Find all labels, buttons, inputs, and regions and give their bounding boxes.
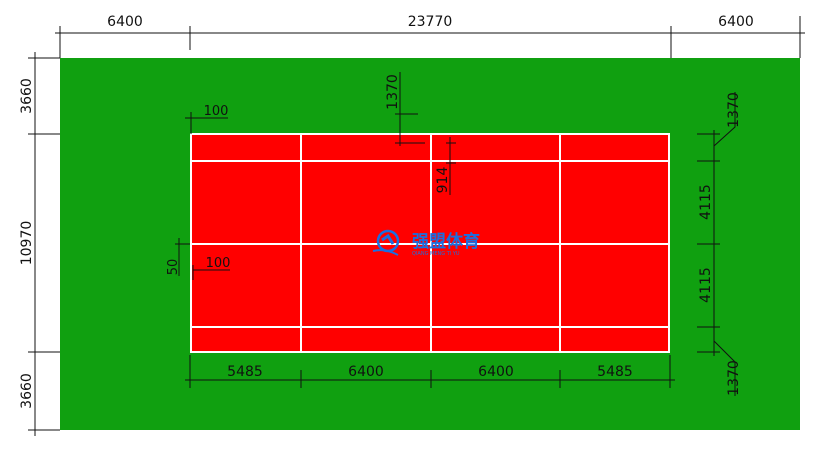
right-dim-top-outer: 1370 [726,92,742,128]
top-dim-left: 6400 [107,14,143,30]
swimmer-circle-icon [372,229,400,256]
top-dim-right: 6400 [718,14,754,30]
left-dim-top: 3660 [19,78,35,114]
dim-net-center: 914 [435,167,451,194]
right-dim-lower: 4115 [698,267,714,303]
court-lines [191,134,669,352]
dim-line-width-top: 100 [204,104,229,119]
brand-logo: 强盟体育 QIANG MENG TI YU [372,229,480,257]
right-dim-upper: 4115 [698,184,714,220]
bottom-dim-4: 5485 [597,364,633,380]
dim-line-width-center: 100 [206,256,231,271]
bottom-dim-3: 6400 [478,364,514,380]
logo-pinyin-text: QIANG MENG TI YU [412,251,460,257]
left-dim-bottom: 3660 [19,373,35,409]
right-dim-bottom-outer: 1370 [726,360,742,396]
top-dim-center: 23770 [408,14,453,30]
bottom-dim-2: 6400 [348,364,384,380]
dimension-lines [28,16,805,436]
dim-net-post: 1370 [385,74,401,110]
left-dim-center: 10970 [19,221,35,266]
bottom-dim-1: 5485 [227,364,263,380]
logo-chinese-text: 强盟体育 [412,231,480,252]
dim-center-mark: 50 [166,259,181,276]
